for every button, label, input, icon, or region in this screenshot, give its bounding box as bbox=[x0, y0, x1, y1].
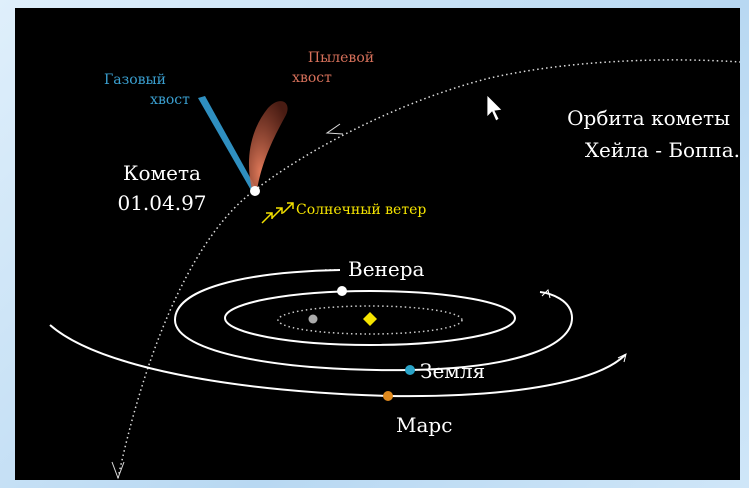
mars bbox=[383, 391, 393, 401]
gas-tail-label: Газовый bbox=[104, 72, 166, 88]
dust-tail-label: хвост bbox=[292, 70, 332, 86]
orbit-label: Орбита кометы bbox=[567, 106, 730, 130]
mercury bbox=[309, 315, 318, 324]
mars-label: Марс bbox=[396, 413, 452, 437]
dust-tail-label: Пылевой bbox=[308, 50, 374, 66]
venus bbox=[337, 286, 347, 296]
gas-tail-label: хвост bbox=[150, 92, 190, 108]
comet-label: Комета bbox=[123, 161, 201, 185]
orbit-label: Хейла - Боппа. bbox=[585, 138, 740, 162]
venus-label: Венера bbox=[348, 257, 425, 281]
solar-wind-label: Солнечный ветер bbox=[296, 202, 426, 218]
earth bbox=[405, 365, 415, 375]
page: Газовый хвост Пылевой хвост Комета 01.04… bbox=[0, 0, 749, 488]
diagram: Газовый хвост Пылевой хвост Комета 01.04… bbox=[0, 0, 749, 488]
comet-label: 01.04.97 bbox=[117, 191, 206, 215]
comet-nucleus bbox=[250, 186, 260, 196]
earth-label: Земля bbox=[420, 359, 485, 383]
